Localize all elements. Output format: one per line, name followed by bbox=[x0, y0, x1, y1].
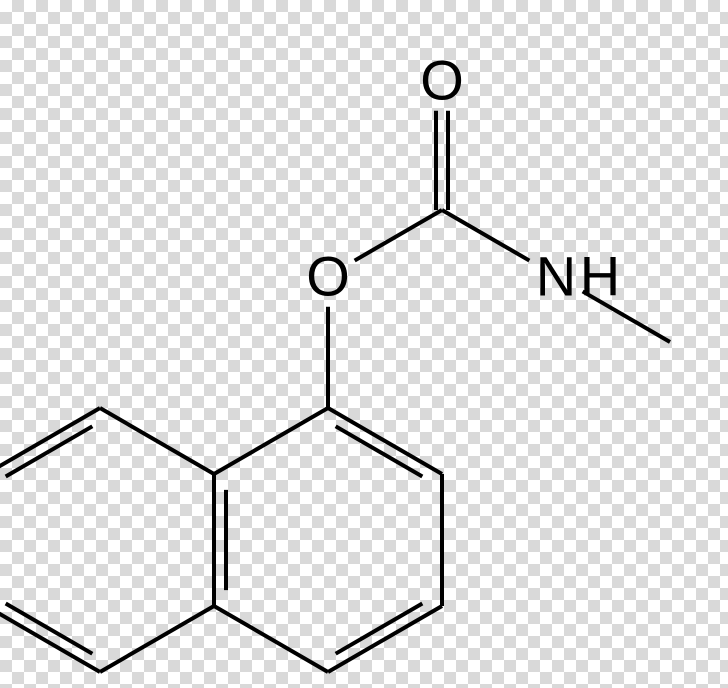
atom-h: H bbox=[580, 245, 620, 308]
atom-o: O bbox=[420, 49, 464, 112]
atoms-layer: O O NH bbox=[306, 49, 620, 308]
atom-o: O bbox=[306, 245, 350, 308]
atom-n: N bbox=[536, 245, 576, 308]
molecule-diagram: O O NH bbox=[0, 0, 728, 688]
bonds-layer bbox=[0, 111, 670, 672]
